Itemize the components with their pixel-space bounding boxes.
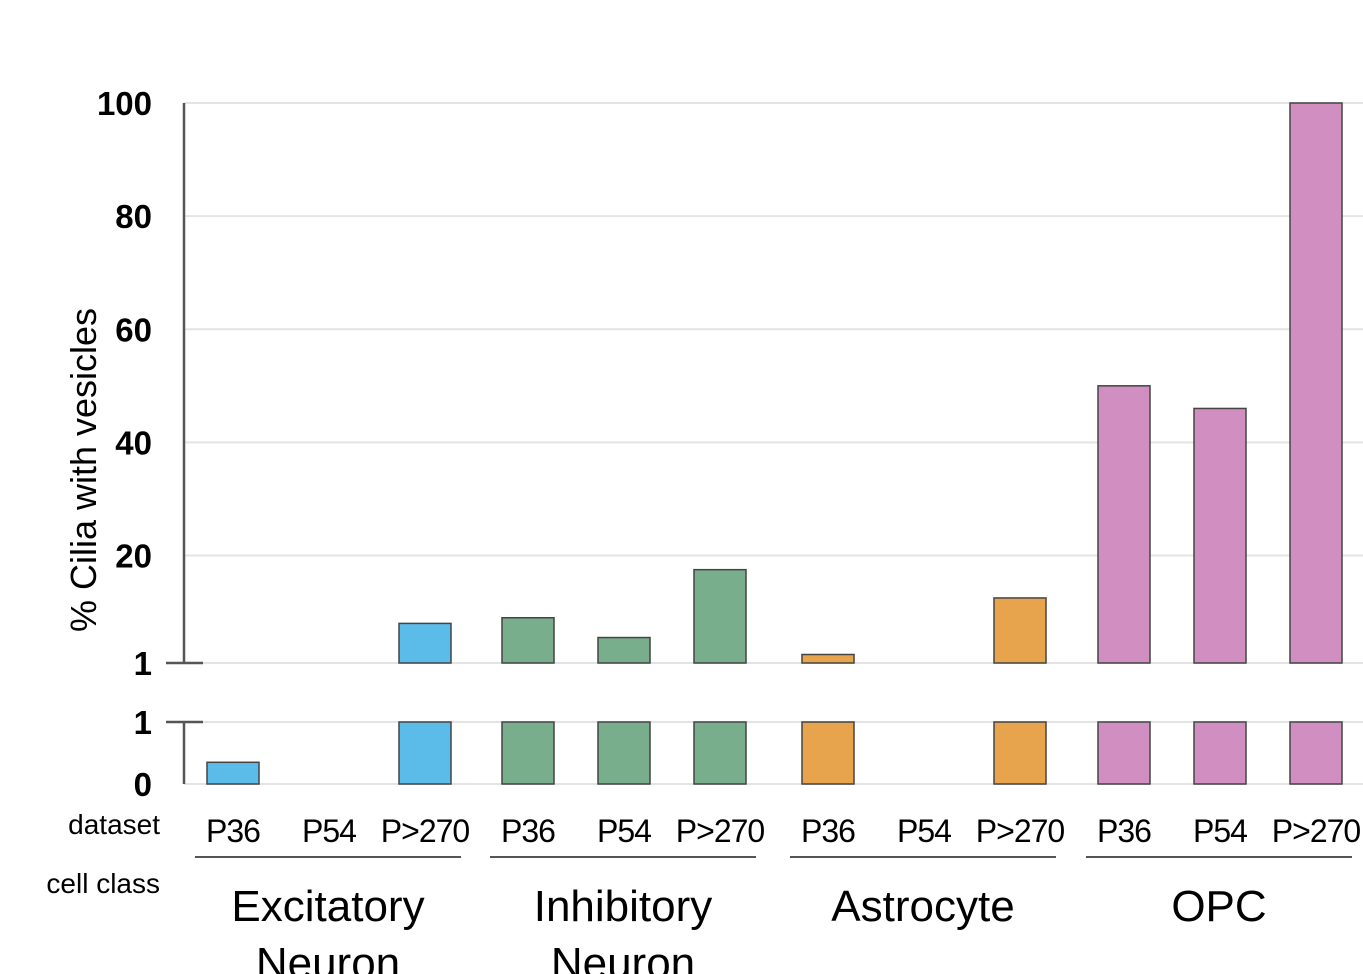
bar-lower-segment — [398, 721, 452, 785]
bar — [398, 622, 452, 664]
bar-lower-segment — [801, 721, 855, 785]
y-tick-label: 1 — [134, 704, 152, 741]
bar-lower-segment — [693, 721, 747, 785]
y-tick-label: 20 — [115, 538, 152, 575]
y-axis-title: % Cilia with vesicles — [63, 308, 104, 632]
x-tick-label: P>270 — [676, 813, 765, 849]
y-tick-label: 1 — [134, 645, 152, 682]
bar — [501, 616, 555, 664]
x-tick-label: P36 — [1097, 813, 1151, 849]
labels: 100 80 60 40 20 1 1 0 P36 P54 P>270 Excitatory Neuro… — [97, 85, 1361, 974]
x-tick-label: P54 — [302, 813, 356, 849]
x-tick-label: P36 — [206, 813, 260, 849]
bar — [206, 761, 260, 785]
group-label: Neuron — [551, 939, 695, 974]
dataset-row-label: dataset — [68, 809, 160, 840]
group-label: Astrocyte — [831, 882, 1014, 931]
group-label: Excitatory — [231, 882, 424, 931]
bar — [993, 597, 1047, 664]
bar — [1097, 385, 1151, 664]
x-tick-label: P54 — [1193, 813, 1247, 849]
bar-lower-segment — [597, 721, 651, 785]
x-tick-label: P36 — [501, 813, 555, 849]
bar-lower-segment — [993, 721, 1047, 785]
bar — [801, 653, 855, 664]
y-tick-label: 100 — [97, 85, 152, 122]
bar-lower-segment — [1193, 721, 1247, 785]
bar — [693, 568, 747, 664]
x-tick-label: P>270 — [1272, 813, 1361, 849]
x-tick-label: P>270 — [976, 813, 1065, 849]
group-label: Inhibitory — [534, 882, 713, 931]
bar-lower-segment — [1289, 721, 1343, 785]
x-tick-label: P54 — [897, 813, 951, 849]
bar — [1193, 407, 1247, 664]
grid-lines — [184, 102, 1363, 785]
y-tick-label: 60 — [115, 311, 152, 348]
x-tick-label: P>270 — [381, 813, 470, 849]
y-axis — [166, 103, 203, 784]
group-label: Neuron — [256, 939, 400, 974]
cell-class-row-label: cell class — [46, 868, 160, 899]
bars — [206, 102, 1343, 785]
bar — [1289, 102, 1343, 664]
y-tick-label: 80 — [115, 198, 152, 235]
x-tick-label: P36 — [801, 813, 855, 849]
y-tick-label: 0 — [134, 766, 152, 803]
x-tick-label: P54 — [597, 813, 651, 849]
bar — [597, 636, 651, 664]
group-label: OPC — [1171, 882, 1266, 931]
bar-lower-segment — [501, 721, 555, 785]
y-tick-label: 40 — [115, 424, 152, 461]
bar-lower-segment — [1097, 721, 1151, 785]
